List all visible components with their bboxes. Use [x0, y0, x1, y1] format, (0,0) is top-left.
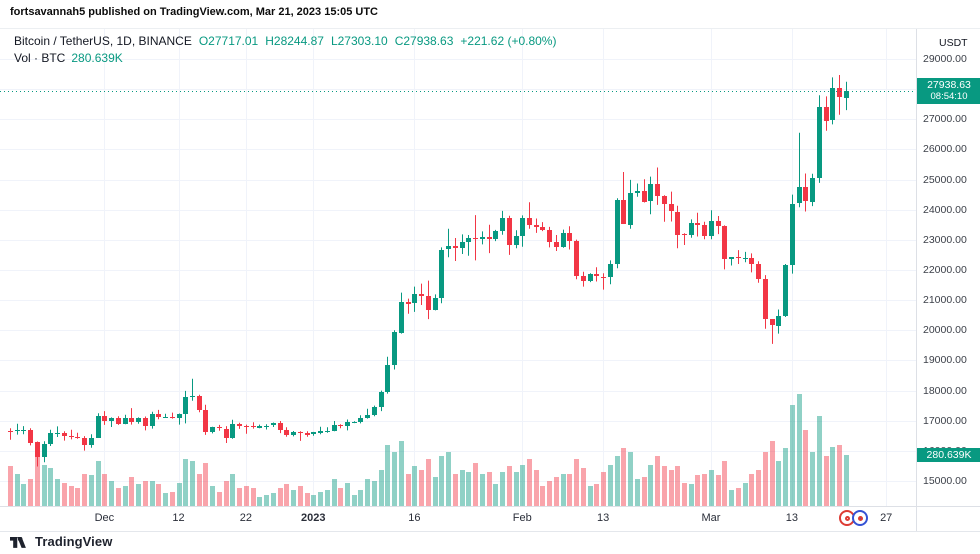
last-volume-badge: 280.639K — [917, 448, 980, 463]
bar-countdown: 08:54:10 — [930, 90, 968, 102]
time-tick-label: 12 — [172, 512, 185, 524]
price-scale[interactable]: USDT 29000.0028000.0027000.0026000.00250… — [916, 29, 980, 531]
change-value: +221.62 (+0.80%) — [460, 34, 557, 48]
ohlc-values: O27717.01 H28244.87 L27303.10 C27938.63 +221… — [192, 34, 557, 48]
chart-pane[interactable] — [0, 29, 916, 506]
time-tick-label: 13 — [785, 512, 798, 524]
time-tick-label: 2023 — [301, 512, 326, 524]
price-tick-label: 27000.00 — [923, 113, 967, 126]
tradingview-logo-icon — [10, 536, 26, 548]
price-tick-label: 17000.00 — [923, 414, 967, 427]
tradingview-footer[interactable]: TradingView — [10, 534, 112, 549]
close-value: C27938.63 — [394, 34, 454, 48]
low-value: L27303.10 — [330, 34, 388, 48]
blue-sticker-icon — [852, 510, 868, 526]
high-value: H28244.87 — [265, 34, 324, 48]
chart-widget: Bitcoin / TetherUS, 1D, BINANCE O27717.01… — [0, 28, 980, 532]
price-tick-label: 22000.00 — [923, 264, 967, 276]
publish-attribution: fortsavannah5 published on TradingView.c… — [10, 6, 379, 18]
symbol-title[interactable]: Bitcoin / TetherUS, 1D, BINANCE — [14, 34, 192, 48]
open-value: O27717.01 — [198, 34, 259, 48]
price-tick-label: 25000.00 — [923, 173, 967, 186]
last-price-value: 27938.63 — [927, 78, 971, 91]
last-price-badge: 27938.63 08:54:10 — [917, 77, 980, 104]
time-tick-label: Feb — [512, 512, 532, 524]
price-tick-label: 20000.00 — [923, 324, 967, 337]
price-tick-label: 24000.00 — [923, 203, 967, 216]
volume-label[interactable]: Vol · BTC — [14, 51, 66, 65]
time-tick-label: Mar — [701, 512, 721, 524]
price-tick-label: 23000.00 — [923, 233, 967, 246]
tradingview-logo-text: TradingView — [35, 534, 113, 549]
time-tick-label: 27 — [880, 512, 893, 524]
price-tick-label: 18000.00 — [923, 384, 967, 397]
time-scale[interactable]: Dec 12 22 2023 16 Feb 13 Mar 13 27 — [0, 506, 980, 532]
time-tick-label: Dec — [94, 512, 115, 524]
time-tick-label: 22 — [239, 512, 253, 524]
legend-volume-row: Vol · BTC 280.639K — [14, 51, 556, 66]
time-tick-label: 13 — [596, 512, 610, 524]
price-tick-label: 29000.00 — [923, 53, 967, 65]
chart-legend: Bitcoin / TetherUS, 1D, BINANCE O27717.01… — [14, 34, 556, 66]
reaction-stickers — [839, 510, 868, 526]
price-tick-label: 21000.00 — [923, 294, 967, 307]
legend-symbol-row: Bitcoin / TetherUS, 1D, BINANCE O27717.01… — [14, 34, 556, 49]
price-scale-currency: USDT — [939, 37, 968, 49]
volume-value: 280.639K — [71, 51, 123, 65]
price-tick-label: 15000.00 — [923, 475, 967, 487]
price-tick-label: 19000.00 — [923, 354, 967, 367]
price-tick-label: 26000.00 — [923, 143, 967, 156]
time-tick-label: 16 — [408, 512, 421, 524]
